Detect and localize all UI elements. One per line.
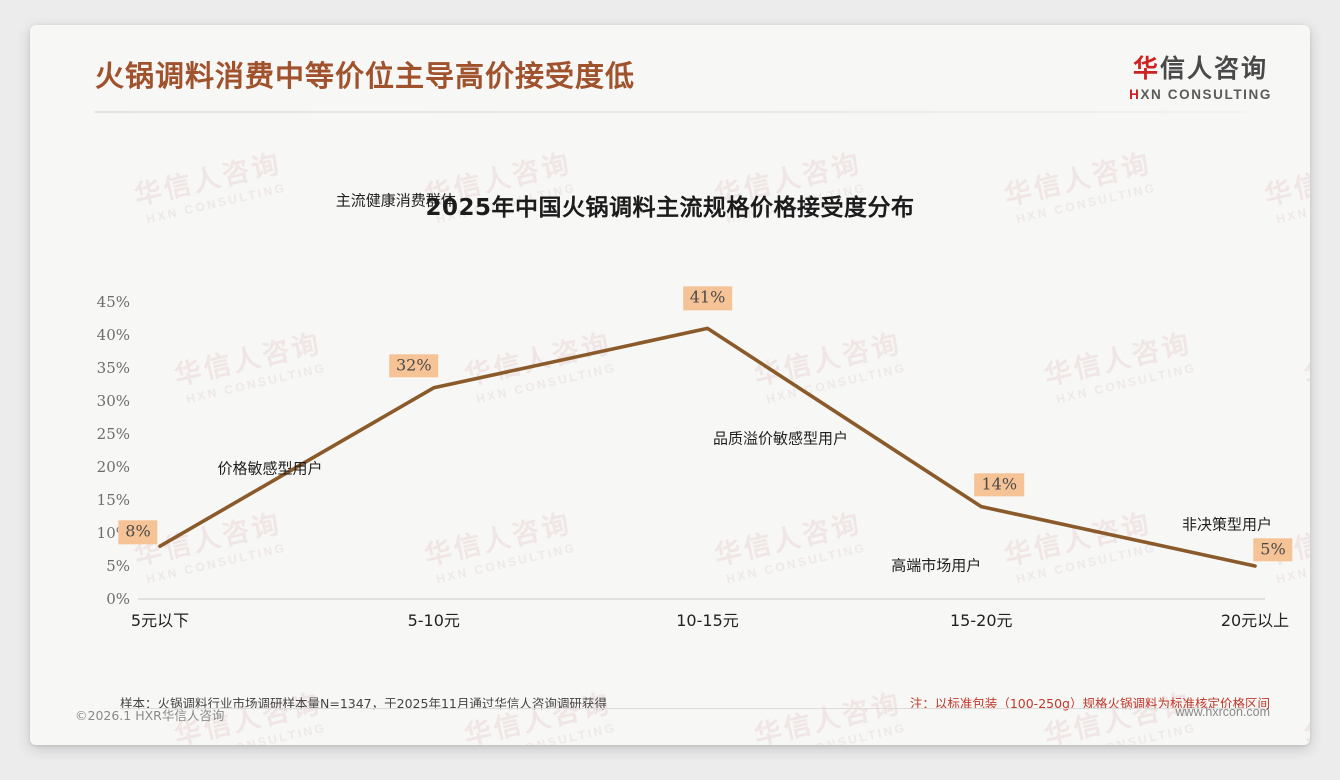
chart-annotation: 非决策型用户 bbox=[1181, 515, 1273, 534]
data-point-label: 8% bbox=[118, 520, 158, 544]
data-point-label: 41% bbox=[682, 286, 733, 311]
logo-cn-accent: 华 bbox=[1133, 54, 1161, 83]
chart-area: 45% 40% 35% 30% 25% 20% 15% 10% 5% 0% 5元以下 5-10元 10… bbox=[30, 191, 1310, 655]
x-axis-tick-label: 5元以下 bbox=[130, 611, 190, 630]
y-axis-tick-label: 30% bbox=[96, 392, 130, 410]
copyright-text: ©2026.1 HXR华信人咨询 bbox=[75, 708, 225, 723]
y-axis-tick-label: 45% bbox=[96, 293, 130, 311]
data-point-label: 14% bbox=[974, 472, 1025, 497]
y-axis-tick-label: 25% bbox=[96, 425, 130, 443]
y-axis-tick-label: 5% bbox=[106, 557, 130, 575]
x-axis-tick-label: 15-20元 bbox=[950, 611, 1013, 630]
logo-chinese: 华信人咨询 bbox=[1129, 54, 1272, 84]
standard-note: 注：以标准包装（100-250g）规格火锅调料为标准核定价格区间 bbox=[909, 696, 1270, 711]
x-axis-tick-label: 20元以上 bbox=[1220, 611, 1290, 630]
brand-logo: 华信人咨询 HXN CONSULTING bbox=[1129, 54, 1272, 102]
header-divider bbox=[95, 111, 1245, 113]
x-axis-tick-label: 5-10元 bbox=[407, 611, 460, 630]
logo-en-rest: XN CONSULTING bbox=[1140, 86, 1272, 102]
slide-card: 华信人咨询 HXN CONSULTING 华信人咨询 HXN CONSULTING 华信… bbox=[30, 25, 1310, 745]
y-axis-tick-label: 15% bbox=[96, 491, 130, 509]
chart-annotation: 高端市场用户 bbox=[891, 556, 982, 575]
chart-svg bbox=[138, 326, 1265, 600]
series-line bbox=[158, 326, 1257, 568]
sample-note: 样本：火锅调料行业市场调研样本量N=1347，于2025年11月通过华信人咨询调… bbox=[120, 696, 607, 711]
chart-title: 2025年中国火锅调料主流规格价格接受度分布 bbox=[425, 195, 915, 221]
chart-annotation: 价格敏感型用户 bbox=[217, 459, 323, 478]
data-point-label: 32% bbox=[388, 354, 439, 378]
slide-footer: ©2026.1 HXR华信人咨询 www.hxrcon.com bbox=[30, 705, 1310, 727]
footer-divider bbox=[120, 708, 1265, 709]
chart-annotation: 品质溢价敏感型用户 bbox=[712, 429, 849, 448]
x-axis-tick-label: 10-15元 bbox=[676, 611, 739, 630]
y-axis-tick-label: 0% bbox=[106, 590, 130, 608]
website-link[interactable]: www.hxrcon.com bbox=[1175, 705, 1270, 719]
notes-row: 样本：火锅调料行业市场调研样本量N=1347，于2025年11月通过华信人咨询调… bbox=[30, 693, 1310, 729]
logo-en-accent: H bbox=[1129, 86, 1141, 102]
y-axis-tick-label: 35% bbox=[96, 359, 130, 377]
data-point-label: 5% bbox=[1253, 538, 1293, 562]
plot-area: 5元以下 5-10元 10-15元 15-20元 20元以上 8% 32% 41% 14% 5% 价… bbox=[30, 191, 1310, 655]
y-axis-tick-label: 40% bbox=[96, 326, 130, 344]
logo-english: HXN CONSULTING bbox=[1129, 87, 1272, 102]
y-axis-tick-label: 20% bbox=[96, 458, 130, 476]
logo-cn-rest: 信人咨询 bbox=[1160, 54, 1269, 83]
chart-annotation: 主流健康消费群体 bbox=[335, 191, 456, 210]
page-title: 火锅调料消费中等价位主导高价接受度低 bbox=[95, 59, 636, 93]
slide-header: 火锅调料消费中等价位主导高价接受度低 华信人咨询 HXN CONSULTING bbox=[30, 25, 1310, 113]
